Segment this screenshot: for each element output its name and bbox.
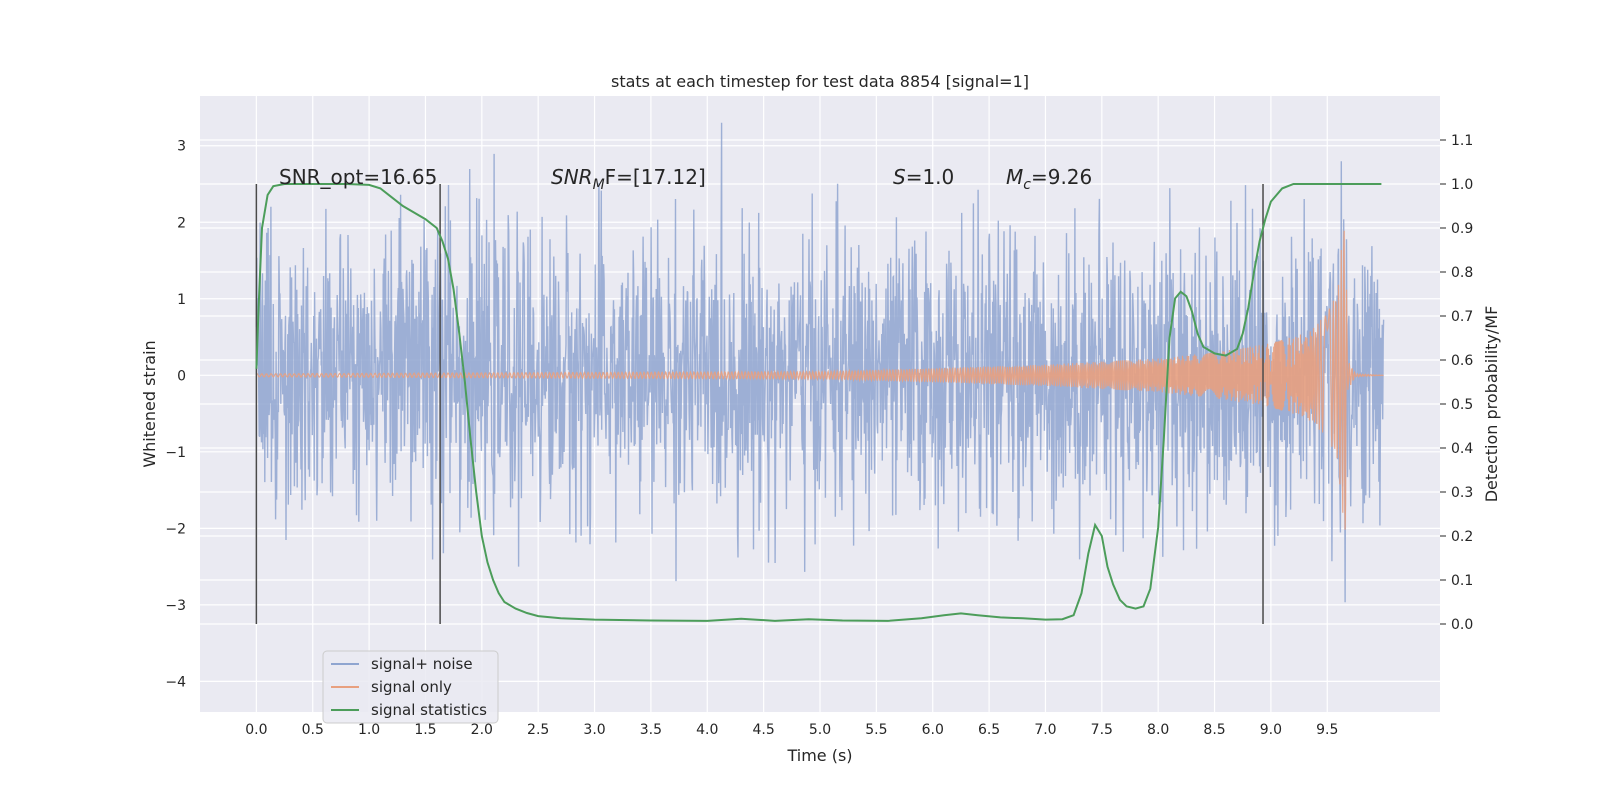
x-tick-label: 9.5 [1316, 722, 1338, 738]
x-tick-label: 1.5 [414, 722, 436, 738]
y-right-tick-label: 0.9 [1451, 221, 1473, 237]
y-right-tick-label: 0.7 [1451, 309, 1473, 325]
annotation-snr-mf: SNRMF=[17.12] [551, 165, 706, 193]
series-signal-statistics [255, 183, 1382, 622]
y-tick-label: −2 [165, 521, 186, 537]
x-tick-label: 2.0 [471, 722, 493, 738]
x-tick-label: 4.5 [753, 722, 775, 738]
x-tick-label: 3.5 [640, 722, 662, 738]
x-tick-label: 2.5 [527, 722, 549, 738]
y-right-tick-label: 0.6 [1451, 353, 1473, 369]
annotation-mc-value: =9.26 [1031, 165, 1092, 189]
legend-frame [322, 650, 499, 724]
x-tick-label: 9.0 [1260, 722, 1282, 738]
series-signal-only [255, 230, 1384, 530]
x-tick-label: 6.5 [978, 722, 1000, 738]
y-right-tick-label: 0.4 [1451, 441, 1473, 457]
y-right-tick-label: 0.5 [1451, 397, 1473, 413]
x-tick-labels: 0.0 0.5 1.0 1.5 2.0 2.5 3.0 3.5 4.0 4.5 5.0 5.5 6.0 6… [245, 722, 1338, 738]
annotation-mc: Mc=9.26 [1006, 165, 1092, 193]
y-tick-labels: 3 2 1 0 −1 −2 −3 −4 [165, 139, 186, 691]
y-right-tick-label: 0.1 [1451, 573, 1473, 589]
annotation-snr-opt: SNR_opt=16.65 [279, 165, 437, 189]
y-right-tick-label: 0.3 [1451, 485, 1473, 501]
x-tick-label: 6.0 [922, 722, 944, 738]
annotation-snr-mf-value: F=[17.12] [605, 165, 706, 189]
y-right-tick-label: 0.8 [1451, 265, 1473, 281]
signal-only-line [255, 230, 1384, 530]
vertical-markers [255, 184, 1264, 624]
y-tick-label: 1 [177, 292, 186, 308]
y-right-tick-label: 1.0 [1451, 177, 1473, 193]
x-axis-label: Time (s) [786, 746, 852, 765]
x-tick-label: 1.0 [358, 722, 380, 738]
legend-label-signal-only: signal only [371, 678, 452, 696]
x-tick-label: 0.0 [245, 722, 267, 738]
legend-label-signal-plus-noise: signal+ noise [371, 655, 473, 673]
x-tick-label: 8.5 [1203, 722, 1225, 738]
signal-statistics-line [255, 183, 1382, 622]
x-tick-label: 3.0 [583, 722, 605, 738]
y-right-tick-label: 0.2 [1451, 529, 1473, 545]
annotation-mc-subscript: c [1023, 177, 1031, 193]
annotation-s: S=1.0 [893, 165, 954, 189]
x-tick-label: 0.5 [302, 722, 324, 738]
y-right-tick-labels: 1.1 1.0 0.9 0.8 0.7 0.6 0.5 0.4 0.3 0.2 0.1 0.0 [1440, 133, 1473, 633]
y-tick-label: −1 [165, 445, 186, 461]
y-tick-label: 3 [177, 139, 186, 155]
legend-label-signal-statistics: signal statistics [371, 701, 487, 719]
y-tick-label: 0 [177, 368, 186, 384]
y-axis-label: Whitened strain [140, 340, 159, 467]
x-tick-label: 7.5 [1091, 722, 1113, 738]
y-tick-label: 2 [177, 215, 186, 231]
y-right-axis-label: Detection probability/MF [1482, 306, 1501, 503]
x-tick-label: 4.0 [696, 722, 718, 738]
x-tick-label: 7.0 [1034, 722, 1056, 738]
x-tick-label: 5.0 [809, 722, 831, 738]
annotation-snr-mf-main: SNR [551, 165, 593, 189]
legend: signal+ noise signal only signal statist… [322, 650, 499, 724]
x-tick-label: 8.0 [1147, 722, 1169, 738]
chart-title: stats at each timestep for test data 885… [611, 72, 1029, 91]
y-right-tick-label: 1.1 [1451, 133, 1473, 149]
y-tick-label: −3 [165, 598, 186, 614]
x-tick-label: 5.5 [865, 722, 887, 738]
annotation-s-value: =1.0 [906, 165, 955, 189]
annotation-s-variable: S [893, 165, 906, 189]
y-tick-label: −4 [165, 674, 186, 690]
annotation-snr-mf-subscript: M [593, 177, 605, 193]
y-right-tick-label: 0.0 [1451, 617, 1473, 633]
annotation-mc-variable: M [1006, 165, 1023, 189]
